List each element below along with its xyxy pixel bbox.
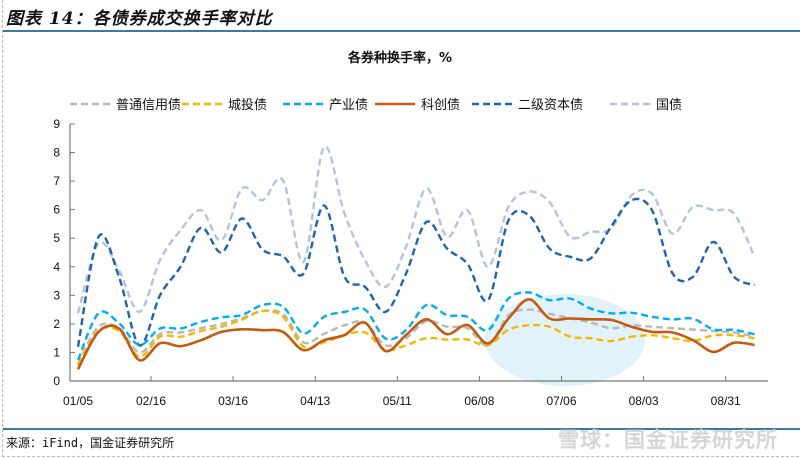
y-tick-label: 1 [53, 345, 60, 359]
legend: 普通信用债 城投债 产业债 科创债 二级资本债 国债 [70, 97, 682, 113]
series-lines [76, 145, 756, 370]
series-line-3 [76, 297, 755, 370]
legend-label: 普通信用债 [116, 98, 181, 113]
y-tick-label: 3 [53, 288, 60, 302]
y-tick-label: 4 [53, 260, 60, 274]
highlight-ellipse [485, 294, 645, 386]
legend-label: 二级资本债 [518, 98, 583, 113]
axes: 0 1 2 3 4 5 6 7 8 9 01/05 02/16 03/16 04/13 05/11 06/08… [53, 117, 768, 408]
x-tick-label: 01/05 [63, 394, 93, 408]
series-line-4 [76, 197, 755, 347]
series-line-5 [76, 145, 756, 314]
x-tick-label: 04/13 [300, 394, 330, 408]
watermark: 雪球：国金证券研究所 [558, 428, 778, 452]
legend-label: 城投债 [228, 97, 267, 113]
y-tick-label: 2 [53, 317, 60, 331]
x-tick-label: 03/16 [218, 394, 248, 408]
legend-label: 产业债 [329, 98, 368, 113]
series-line-1 [76, 309, 755, 366]
x-tick-label: 02/16 [136, 394, 166, 408]
source-note: 来源：iFind，国金证券研究所 [6, 436, 175, 450]
y-tick-label: 9 [53, 117, 60, 131]
x-tick-label: 07/06 [546, 394, 576, 408]
title-divider [3, 30, 800, 32]
y-tick-label: 6 [53, 203, 60, 217]
series-line-2 [76, 291, 755, 361]
y-tick-label: 7 [53, 174, 60, 188]
footer-divider [3, 428, 800, 430]
y-tick-label: 5 [53, 231, 60, 245]
x-tick-label: 08/03 [629, 394, 659, 408]
x-tick-label: 05/11 [383, 394, 412, 408]
figure-title: 图表 14：各债券成交换手率对比 [6, 9, 273, 29]
legend-label: 国债 [656, 98, 682, 113]
x-tick-label: 08/31 [711, 394, 741, 408]
chart-title: 各券种换手率，% [347, 50, 452, 66]
turnover-line-chart: 各券种换手率，% 普通信用债 城投债 产业债 科创债 二级资本债 国债 0 1 2 3 4 5 6 7 8… [53, 50, 768, 408]
series-line-0 [76, 308, 755, 365]
x-tick-label: 06/08 [464, 394, 494, 408]
legend-label: 科创债 [421, 98, 460, 113]
y-tick-label: 8 [53, 146, 60, 160]
y-tick-label: 0 [53, 374, 60, 388]
